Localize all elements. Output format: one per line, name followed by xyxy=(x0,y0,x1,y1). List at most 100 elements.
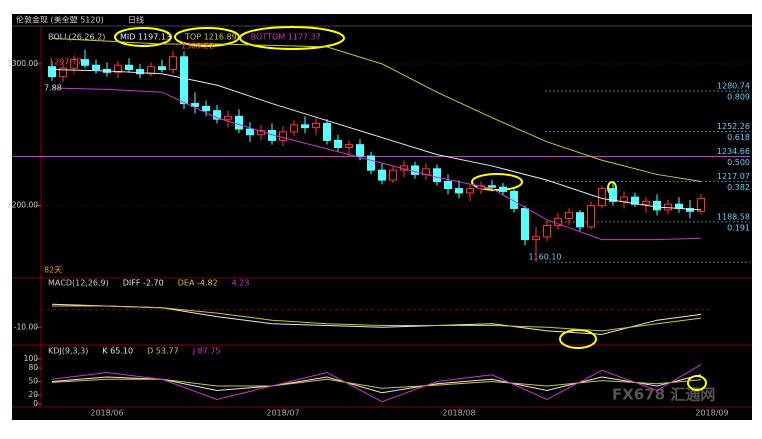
legend-item: K 65.10 xyxy=(102,347,133,356)
candle-body xyxy=(576,212,584,228)
legend-item: D 53.77 xyxy=(147,347,179,356)
candle-body xyxy=(125,64,133,71)
candle-body xyxy=(598,188,606,207)
highlight xyxy=(559,329,597,349)
y-tick-label: 0 xyxy=(33,399,38,408)
y-tick-label: 100 xyxy=(24,354,39,363)
fib-price: 1217.07 xyxy=(717,172,750,181)
y-tick-label: 80 xyxy=(28,363,38,372)
price-label: 1297.77 xyxy=(49,58,82,67)
candle-body xyxy=(136,69,144,75)
legend-item: DEA -4.82 xyxy=(178,279,218,288)
candle-body xyxy=(202,105,210,112)
period: 日线 xyxy=(128,15,144,25)
candle-body xyxy=(290,124,298,133)
legend-item: DIFF -2.70 xyxy=(123,279,164,288)
legend-item: 4.23 xyxy=(232,279,250,288)
fib-price: 1188.58 xyxy=(717,212,750,221)
fib-price: 1234.66 xyxy=(717,147,750,156)
candle-body xyxy=(411,165,419,175)
highlight xyxy=(239,26,345,50)
candle-body xyxy=(510,190,518,209)
fib-price: 1160.10 xyxy=(528,253,561,262)
highlight xyxy=(114,27,172,47)
candle-body xyxy=(59,67,67,78)
x-tick-label: 2018/06 xyxy=(90,409,123,418)
annotation: 7.88 xyxy=(44,84,62,93)
candle-body xyxy=(521,207,529,241)
indicator-line xyxy=(51,364,702,403)
candle-body xyxy=(180,56,188,105)
fib-ratio: 0.500 xyxy=(727,158,750,167)
price-label: 1309.22 xyxy=(181,41,214,50)
x-tick-label: 2018/08 xyxy=(442,409,475,418)
candle-body xyxy=(356,144,364,157)
screen xyxy=(12,14,752,420)
candle-body xyxy=(631,196,639,205)
indicator-line xyxy=(51,87,702,241)
candle-body xyxy=(543,224,551,238)
candle-body xyxy=(565,212,573,219)
candle-body xyxy=(334,139,342,148)
candle-body xyxy=(466,188,474,194)
annotation: 82天 xyxy=(44,266,62,275)
x-tick-label: 2018/07 xyxy=(266,409,299,418)
symbol: 伦敦金现 (美全盟 5120) xyxy=(16,15,104,25)
y-tick-label: 20 xyxy=(28,390,38,399)
legend-item: MID 1197.13 xyxy=(120,33,171,42)
fib-ratio: 0.191 xyxy=(727,223,750,232)
watermark: FX678 汇通网 xyxy=(612,386,715,404)
candle-body xyxy=(664,203,672,211)
candle-body xyxy=(246,128,254,136)
fib-ratio: 0.382 xyxy=(727,183,750,192)
candle-body xyxy=(653,200,661,211)
x-tick-label: 2018/09 xyxy=(695,409,728,418)
legend-item: KDJ(9,3,3) xyxy=(48,347,88,356)
candle-body xyxy=(554,217,562,226)
candle-body xyxy=(345,144,353,148)
y-tick-label: 50 xyxy=(28,377,38,386)
candle-body xyxy=(444,181,452,190)
candle-body xyxy=(70,59,78,69)
candle-body xyxy=(279,131,287,141)
indicator-name: BOLL(26,26,2) xyxy=(48,33,105,42)
candle-body xyxy=(389,169,397,181)
candle-body xyxy=(367,155,375,171)
indicator-line xyxy=(51,69,702,211)
candle-body xyxy=(169,56,177,71)
candle-body xyxy=(499,186,507,192)
candle-body xyxy=(488,185,496,188)
candle-body xyxy=(587,205,595,228)
candle-body xyxy=(312,122,320,129)
y-tick-label: 1200.00 xyxy=(7,201,38,210)
y-tick-label: -10.00 xyxy=(14,322,38,331)
legend-item: BOTTOM 1177.37 xyxy=(251,33,321,42)
candle-body xyxy=(620,196,628,202)
candle-body xyxy=(92,64,100,71)
indicator-line xyxy=(51,37,702,183)
candle-body xyxy=(158,66,166,71)
legend-item: TOP 1216.89 xyxy=(184,33,237,42)
candle-body xyxy=(213,110,221,120)
candle-body xyxy=(147,66,155,75)
legend-item: MACD(12,26,9) xyxy=(48,279,109,288)
fib-price: 1280.74 xyxy=(717,82,750,91)
candle-body xyxy=(433,168,441,183)
candle-body xyxy=(191,103,199,107)
candle-body xyxy=(609,188,617,202)
candle-body xyxy=(532,236,540,241)
highlight xyxy=(471,173,523,191)
fib-price: 1252.26 xyxy=(717,122,750,131)
legend-item: J 87.75 xyxy=(192,347,221,356)
candle-body xyxy=(48,66,56,78)
candle-body xyxy=(642,200,650,205)
indicator-line xyxy=(52,305,702,332)
candle-body xyxy=(323,122,331,141)
candle-body xyxy=(455,188,463,194)
candle-body xyxy=(301,124,309,129)
y-tick-label: 1300.00 xyxy=(7,59,38,68)
fib-ratio: 0.809 xyxy=(727,93,750,102)
fib-ratio: 0.618 xyxy=(727,133,750,142)
